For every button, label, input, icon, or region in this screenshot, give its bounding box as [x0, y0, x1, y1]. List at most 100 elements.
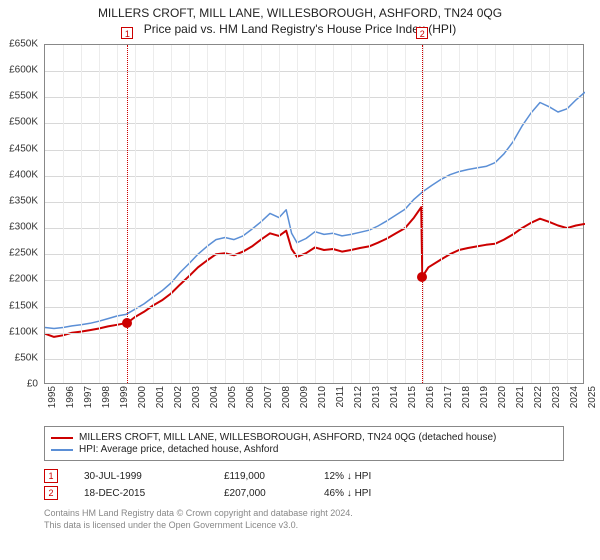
- sale-row: 218-DEC-2015£207,00046% ↓ HPI: [44, 486, 564, 500]
- marker-box: 1: [121, 27, 133, 39]
- x-gridline: [495, 45, 496, 383]
- x-gridline: [513, 45, 514, 383]
- x-axis-label: 1999: [119, 386, 130, 408]
- marker-dot: [122, 318, 132, 328]
- y-axis-label: £650K: [9, 39, 38, 50]
- legend-item: HPI: Average price, detached house, Ashf…: [51, 444, 557, 455]
- sale-row: 130-JUL-1999£119,00012% ↓ HPI: [44, 469, 564, 483]
- x-axis-label: 2024: [569, 386, 580, 408]
- attribution-line1: Contains HM Land Registry data © Crown c…: [44, 508, 564, 520]
- titles: MILLERS CROFT, MILL LANE, WILLESBOROUGH,…: [0, 0, 600, 36]
- y-gridline: [45, 228, 583, 229]
- attribution: Contains HM Land Registry data © Crown c…: [44, 508, 564, 531]
- x-gridline: [549, 45, 550, 383]
- x-gridline: [369, 45, 370, 383]
- x-gridline: [171, 45, 172, 383]
- x-axis-label: 1995: [47, 386, 58, 408]
- x-gridline: [261, 45, 262, 383]
- x-axis-label: 2020: [497, 386, 508, 408]
- x-axis-label: 2003: [191, 386, 202, 408]
- x-gridline: [297, 45, 298, 383]
- x-axis-label: 2022: [533, 386, 544, 408]
- y-axis-label: £500K: [9, 117, 38, 128]
- y-gridline: [45, 150, 583, 151]
- sale-price: £119,000: [224, 471, 324, 482]
- x-gridline: [117, 45, 118, 383]
- y-axis-label: £550K: [9, 91, 38, 102]
- x-gridline: [459, 45, 460, 383]
- x-axis-label: 2019: [479, 386, 490, 408]
- sale-date: 18-DEC-2015: [84, 488, 224, 499]
- y-gridline: [45, 333, 583, 334]
- legend-label: MILLERS CROFT, MILL LANE, WILLESBOROUGH,…: [79, 432, 496, 443]
- y-gridline: [45, 123, 583, 124]
- x-axis-label: 1998: [101, 386, 112, 408]
- y-axis-label: £200K: [9, 274, 38, 285]
- y-gridline: [45, 71, 583, 72]
- x-gridline: [153, 45, 154, 383]
- marker-box: 2: [416, 27, 428, 39]
- x-axis-label: 2006: [245, 386, 256, 408]
- y-axis-label: £350K: [9, 195, 38, 206]
- legend: MILLERS CROFT, MILL LANE, WILLESBOROUGH,…: [44, 426, 564, 461]
- x-axis-label: 2013: [371, 386, 382, 408]
- sale-marker-box: 1: [44, 469, 58, 483]
- x-gridline: [315, 45, 316, 383]
- x-gridline: [477, 45, 478, 383]
- y-gridline: [45, 97, 583, 98]
- x-gridline: [405, 45, 406, 383]
- x-gridline: [531, 45, 532, 383]
- y-gridline: [45, 307, 583, 308]
- sale-diff: 12% ↓ HPI: [324, 471, 424, 482]
- x-axis-label: 2017: [443, 386, 454, 408]
- x-axis-label: 2023: [551, 386, 562, 408]
- x-gridline: [81, 45, 82, 383]
- x-axis-label: 2015: [407, 386, 418, 408]
- attribution-line2: This data is licensed under the Open Gov…: [44, 520, 564, 532]
- x-axis-label: 2010: [317, 386, 328, 408]
- x-axis-label: 2016: [425, 386, 436, 408]
- y-axis-label: £50K: [15, 352, 38, 363]
- y-gridline: [45, 254, 583, 255]
- legend-swatch: [51, 437, 73, 439]
- sale-price: £207,000: [224, 488, 324, 499]
- y-axis-label: £150K: [9, 300, 38, 311]
- x-axis-label: 2008: [281, 386, 292, 408]
- chart-container: MILLERS CROFT, MILL LANE, WILLESBOROUGH,…: [0, 0, 600, 531]
- y-axis-label: £450K: [9, 143, 38, 154]
- x-axis-label: 2004: [209, 386, 220, 408]
- x-axis-label: 1996: [65, 386, 76, 408]
- y-gridline: [45, 202, 583, 203]
- x-axis-label: 2014: [389, 386, 400, 408]
- x-axis-label: 2001: [155, 386, 166, 408]
- marker-dot: [417, 272, 427, 282]
- x-axis-label: 2012: [353, 386, 364, 408]
- x-axis-label: 1997: [83, 386, 94, 408]
- y-gridline: [45, 176, 583, 177]
- x-axis-label: 2007: [263, 386, 274, 408]
- x-axis-label: 2025: [587, 386, 598, 408]
- x-gridline: [387, 45, 388, 383]
- x-gridline: [189, 45, 190, 383]
- x-gridline: [63, 45, 64, 383]
- sales-table: 130-JUL-1999£119,00012% ↓ HPI218-DEC-201…: [44, 469, 564, 500]
- y-axis-label: £300K: [9, 222, 38, 233]
- x-gridline: [441, 45, 442, 383]
- x-axis-label: 2021: [515, 386, 526, 408]
- y-axis-label: £400K: [9, 169, 38, 180]
- x-gridline: [243, 45, 244, 383]
- x-gridline: [279, 45, 280, 383]
- chart-area: 12 £0£50K£100K£150K£200K£250K£300K£350K£…: [44, 44, 584, 404]
- sale-diff: 46% ↓ HPI: [324, 488, 424, 499]
- x-gridline: [333, 45, 334, 383]
- legend-item: MILLERS CROFT, MILL LANE, WILLESBOROUGH,…: [51, 432, 557, 443]
- y-axis-label: £600K: [9, 65, 38, 76]
- plot: 12: [44, 44, 584, 384]
- title-address: MILLERS CROFT, MILL LANE, WILLESBOROUGH,…: [0, 6, 600, 20]
- y-axis-label: £0: [27, 379, 38, 390]
- x-gridline: [99, 45, 100, 383]
- y-axis-label: £100K: [9, 326, 38, 337]
- marker-line: [127, 45, 128, 383]
- y-gridline: [45, 280, 583, 281]
- x-gridline: [135, 45, 136, 383]
